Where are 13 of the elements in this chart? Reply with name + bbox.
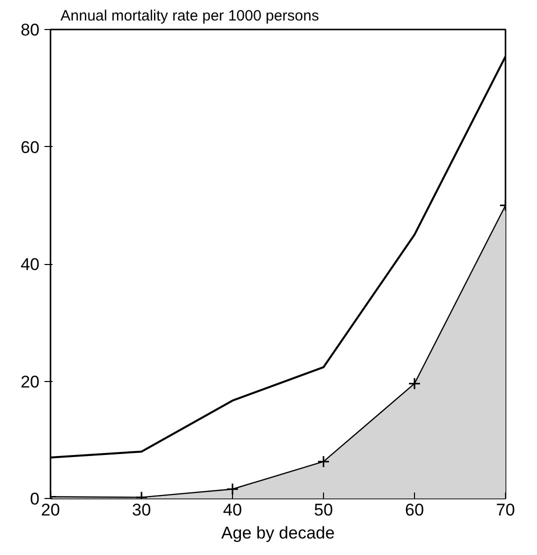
x-tick-label: 70 bbox=[496, 500, 515, 520]
y-tick-label: 20 bbox=[20, 372, 40, 392]
y-tick-label: 0 bbox=[30, 490, 40, 508]
x-tick-label: 40 bbox=[223, 500, 242, 520]
y-axis-title: Annual mortality rate per 1000 persons bbox=[60, 8, 319, 24]
x-tick-label: 60 bbox=[405, 500, 424, 520]
x-axis-title: Age by decade bbox=[221, 524, 335, 542]
x-tick-label: 20 bbox=[41, 500, 60, 520]
y-tick-label: 80 bbox=[20, 20, 40, 40]
x-tick-label: 50 bbox=[314, 500, 333, 520]
y-tick-label: 60 bbox=[20, 138, 40, 157]
y-tick-label: 40 bbox=[20, 255, 40, 274]
x-tick-label: 30 bbox=[132, 500, 151, 520]
